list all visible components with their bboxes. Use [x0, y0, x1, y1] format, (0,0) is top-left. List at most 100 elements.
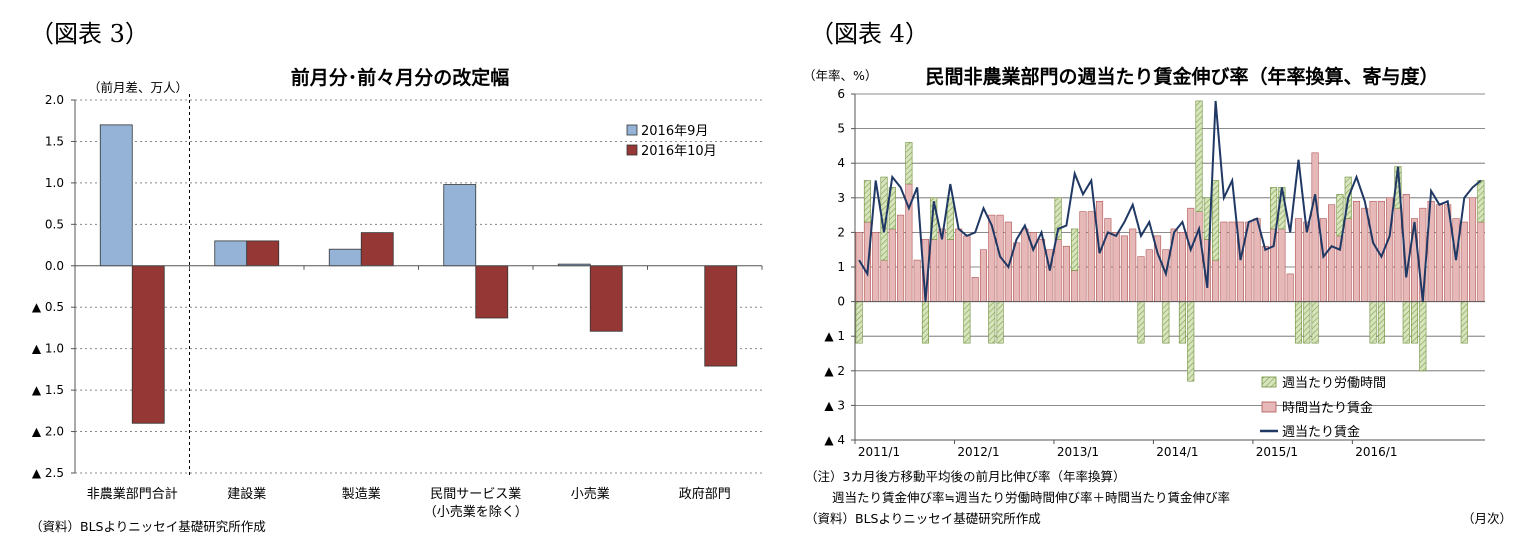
chart1-x-sublabel: （小売業を除く） — [424, 504, 528, 520]
chart1-legend-swatch — [626, 144, 638, 156]
chart2-y-tick: 3 — [837, 191, 845, 205]
chart2-wage-bar — [1137, 256, 1145, 302]
chart2-wage-bar — [955, 228, 963, 302]
chart2-hours-bar — [988, 301, 996, 344]
chart2-wage-bar — [1261, 245, 1269, 302]
chart2-hours-bar — [905, 142, 913, 185]
chart2-legend-label: 週当たり賃金 — [1282, 424, 1360, 440]
chart2-wage-bar — [1228, 221, 1236, 302]
chart1-title: 前月分･前々月分の改定幅 — [291, 66, 510, 89]
figure4-source: （資料）BLSよりニッセイ基礎研究所作成 — [805, 511, 1041, 526]
chart2-y-unit: （年率、%） — [803, 68, 877, 83]
chart2-y-tick: 1 — [837, 260, 845, 274]
chart2-wage-bar — [1021, 228, 1029, 302]
chart1-legend-label: 2016年10月 — [641, 144, 717, 159]
chart2-wage-bar — [913, 259, 921, 302]
chart2-title: 民間非農業部門の週当たり賃金伸び率（年率換算、寄与度） — [925, 65, 1438, 88]
chart2-hours-bar — [863, 180, 871, 223]
chart2-hours-bar — [1411, 301, 1419, 344]
figure4-note-line1: （注）3カ月後方移動平均後の前月比伸び率（年率換算） — [805, 469, 1126, 484]
chart2-wage-bar — [1328, 204, 1336, 302]
chart2-wage-bar — [1344, 218, 1352, 302]
chart2-hours-bar — [1212, 180, 1220, 261]
chart1-y-tick: ▲ 2.5 — [32, 466, 64, 480]
chart1-bar — [475, 265, 509, 319]
chart1-bar — [704, 265, 738, 367]
chart1-y-tick: ▲ 1.5 — [32, 383, 64, 397]
figure4-note-line2: 週当たり賃金伸び率≒週当たり労働時間伸び率＋時間当たり賃金伸び率 — [832, 490, 1230, 505]
chart1-y-tick: 0.0 — [45, 259, 64, 273]
chart2-y-tick: 5 — [837, 122, 845, 136]
chart2-y-tick: 6 — [837, 87, 845, 101]
chart1-bar — [589, 265, 623, 332]
chart2-y-tick: ▲ 1 — [824, 329, 845, 343]
figure4-x-unit: （月次） — [1462, 511, 1513, 526]
chart2-wage-bar — [979, 249, 988, 302]
figure3-label: （図表 3） — [30, 20, 149, 48]
chart2-wage-bar — [1369, 200, 1377, 302]
chart2-legend-swatch — [1261, 376, 1277, 388]
chart2-hours-bar — [963, 301, 971, 344]
chart2-y-tick: 0 — [837, 295, 845, 309]
chart2-hours-bar — [1195, 100, 1203, 212]
chart2-wage-bar — [1145, 249, 1153, 302]
chart2-y-tick: ▲ 4 — [824, 433, 845, 447]
chart1-legend-swatch — [626, 124, 638, 136]
chart1-bar — [214, 240, 248, 267]
chart2-x-label: 2013/1 — [1057, 445, 1099, 459]
chart2-wage-bar — [1120, 235, 1128, 302]
chart2-hours-bar — [1477, 180, 1485, 223]
chart1-y-tick: 1.0 — [45, 176, 64, 190]
figure4-label: （図表 4） — [810, 20, 929, 48]
chart1-y-tick: 0.5 — [45, 217, 64, 231]
chart2-y-tick: 2 — [837, 225, 845, 239]
chart2-wage-bar — [1212, 259, 1220, 302]
chart2-wage-bar — [1278, 228, 1286, 302]
chart1-y-tick: ▲ 2.0 — [32, 425, 64, 439]
chart1-x-label: 非農業部門合計 — [87, 486, 178, 502]
chart2-wage-bar — [1361, 207, 1369, 302]
chart1-y-tick: ▲ 1.0 — [32, 342, 64, 356]
chart2-wage-bar — [1319, 218, 1327, 302]
chart2-wage-bar — [1054, 239, 1062, 302]
chart2-wage-bar — [1352, 200, 1361, 302]
chart2-hours-bar — [1294, 301, 1303, 344]
chart2-wage-bar — [855, 232, 863, 302]
chart2-wage-bar — [946, 239, 954, 302]
chart2-hours-bar — [1311, 301, 1319, 344]
chart2-hours-bar — [1419, 301, 1427, 372]
chart1-y-tick: ▲ 0.5 — [32, 300, 64, 314]
chart2-x-label: 2012/1 — [957, 445, 999, 459]
chart2-hours-bar — [1270, 187, 1278, 230]
chart2-wage-bar — [1062, 245, 1070, 302]
chart2-y-tick: ▲ 2 — [824, 364, 845, 378]
chart2-legend-label: 時間当たり賃金 — [1282, 400, 1373, 416]
chart2-wage-bar — [1178, 232, 1186, 302]
figure3-source: （資料）BLSよりニッセイ基礎研究所作成 — [30, 519, 266, 534]
chart1-y-tick: 1.5 — [45, 134, 64, 148]
chart2-hours-bar — [855, 301, 863, 344]
chart2-hours-bar — [1187, 301, 1195, 382]
chart1-x-label: 建設業 — [227, 486, 266, 502]
chart2-wage-bar — [1394, 207, 1402, 302]
chart2-wage-bar — [880, 259, 888, 302]
chart2-wage-bar — [930, 239, 938, 302]
chart2-hours-bar — [946, 197, 954, 240]
chart2-wage-bar — [1071, 270, 1079, 302]
chart2-wage-bar — [1311, 152, 1319, 302]
chart2-legend-label: 週当たり労働時間 — [1282, 376, 1386, 391]
chart2-x-label: 2015/1 — [1256, 445, 1298, 459]
chart2-wage-bar — [1303, 221, 1311, 302]
chart2-hours-bar — [996, 301, 1004, 344]
chart1-bar — [443, 184, 477, 267]
chart2-wage-bar — [1112, 232, 1120, 302]
chart2-x-label: 2016/1 — [1355, 445, 1397, 459]
chart2-hours-bar — [1377, 301, 1385, 344]
chart1-x-label: 政府部門 — [679, 487, 731, 502]
chart2-hours-bar — [1336, 194, 1344, 237]
chart1-bar — [246, 240, 280, 267]
chart2-wage-bar — [1435, 204, 1443, 302]
chart2-wage-bar — [863, 221, 871, 302]
chart2-wage-bar — [1294, 218, 1303, 302]
